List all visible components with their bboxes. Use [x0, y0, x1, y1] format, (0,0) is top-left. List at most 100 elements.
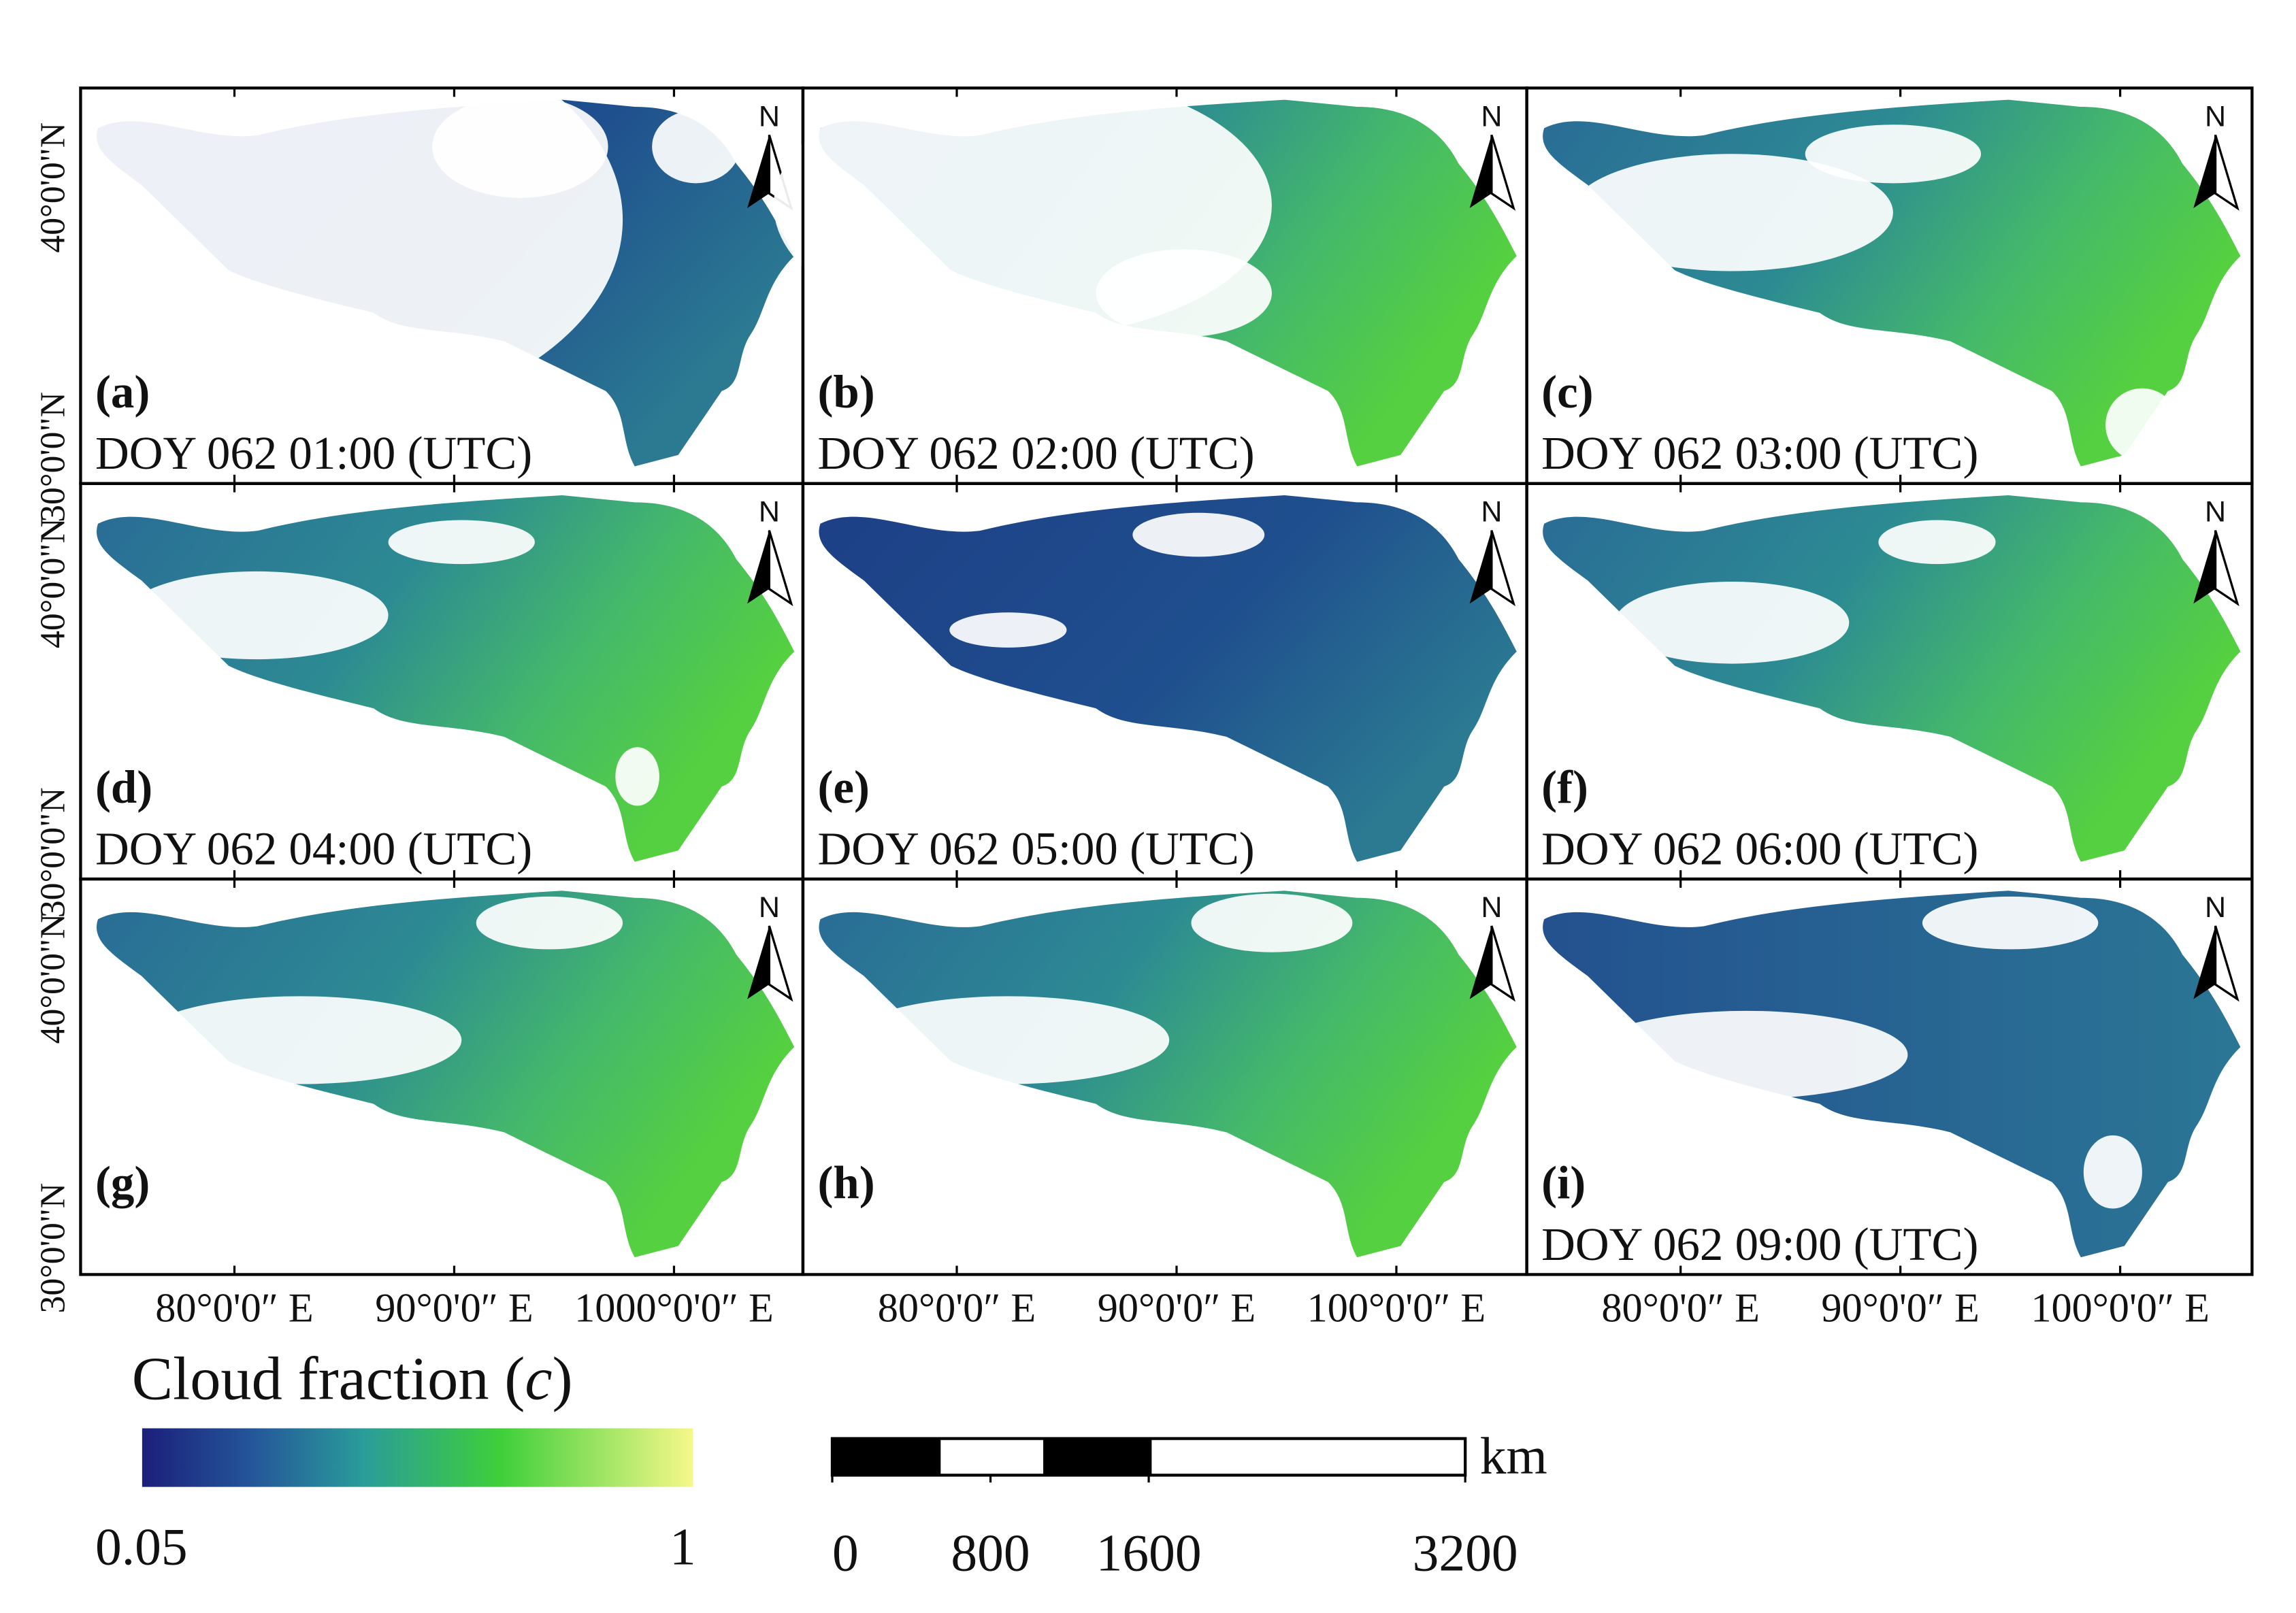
panel-label: (b): [817, 366, 874, 418]
clear-area: [615, 747, 659, 806]
north-arrow: [747, 925, 770, 999]
clear-area: [1614, 581, 1850, 664]
clear-area: [139, 996, 462, 1084]
map-panel: N (e) DOY 062 05:00 (UTC): [801, 482, 1528, 881]
north-arrow: [1469, 530, 1492, 604]
north-arrow: [1490, 134, 1516, 211]
scale-bar-segment: [832, 1438, 941, 1476]
north-arrow: [768, 925, 793, 1002]
map-panel: N (a) DOY 062 01:00 (UTC): [0, 14, 805, 485]
latitude-label: 30°0'0"N: [34, 392, 73, 522]
panel-time: DOY 062 03:00 (UTC): [1541, 427, 1978, 479]
north-arrow: [2214, 925, 2240, 1002]
north-label: N: [2205, 891, 2226, 924]
clear-area: [476, 896, 623, 950]
longitude-label: 1000°0'0″ E: [574, 1285, 774, 1331]
plateau-map: [819, 495, 1517, 862]
longitude-label: 90°0'0″ E: [1821, 1285, 1979, 1331]
north-arrow: [747, 530, 770, 604]
clear-area: [2083, 1135, 2142, 1209]
north-arrow: [1490, 925, 1516, 1002]
longitude-label: 100°0'0″ E: [2031, 1285, 2210, 1331]
clear-area: [388, 520, 535, 565]
panel-label: (g): [95, 1157, 150, 1208]
north-label: N: [2205, 100, 2226, 133]
longitude-label: 80°0'0″ E: [155, 1285, 313, 1331]
clear-area: [2105, 388, 2179, 462]
panel-time: DOY 062 04:00 (UTC): [95, 823, 532, 875]
longitude-label: 90°0'0″ E: [375, 1285, 533, 1331]
plateau-map: [96, 891, 795, 1258]
panel-time: DOY 062 09:00 (UTC): [1541, 1218, 1978, 1270]
north-arrow: [768, 530, 793, 607]
clear-area: [1571, 154, 1893, 271]
north-label: N: [1481, 100, 1502, 133]
scale-tick-label: 800: [951, 1523, 1030, 1582]
longitude-label: 100°0'0″ E: [1307, 1285, 1486, 1331]
scale-tick-label: 1600: [1096, 1523, 1202, 1582]
north-arrow: [2193, 925, 2216, 999]
colorbar-title: Cloud fraction (c): [132, 1344, 573, 1412]
latitude-label: 30°0'0"N: [34, 787, 73, 918]
map-panel: N (g): [79, 877, 805, 1276]
north-label: N: [1481, 891, 1502, 924]
panel-time: DOY 062 02:00 (UTC): [817, 427, 1254, 479]
panel-time: DOY 062 06:00 (UTC): [1541, 823, 1978, 875]
north-arrow: [747, 135, 770, 208]
clear-area: [949, 612, 1067, 648]
map-panel: N (c) DOY 062 03:00 (UTC): [1525, 86, 2254, 485]
colorbar-max: 1: [670, 1518, 696, 1576]
colorbar-min: 0.05: [95, 1518, 188, 1576]
clear-area: [1922, 896, 2099, 950]
north-label: N: [1481, 496, 1502, 529]
scale-bar-segment: [1043, 1438, 1152, 1476]
north-arrow: [2214, 134, 2240, 211]
scale-tick-label: 3200: [1413, 1523, 1518, 1582]
north-label: N: [759, 891, 780, 924]
panel-label: (c): [1541, 366, 1593, 418]
latitude-label: 40°0'0"N: [34, 518, 73, 648]
north-arrow: [1490, 530, 1516, 607]
latitude-label: 40°0'0"N: [34, 914, 73, 1044]
north-label: N: [2205, 496, 2226, 529]
panel-label: (h): [817, 1157, 874, 1208]
clear-area: [125, 571, 389, 660]
plateau-map: [1543, 891, 2241, 1258]
longitude-label: 80°0'0″ E: [878, 1285, 1036, 1331]
latitude-label: 40°0'0"N: [34, 122, 73, 253]
panel-label: (e): [817, 761, 869, 813]
longitude-label: 90°0'0″ E: [1098, 1285, 1256, 1331]
panel-label: (a): [95, 366, 150, 418]
north-label: N: [759, 496, 780, 529]
map-panel: N (i) DOY 062 09:00 (UTC): [1525, 877, 2254, 1276]
plateau-map: [819, 891, 1517, 1258]
map-panel: N (d) DOY 062 04:00 (UTC): [79, 482, 805, 881]
scale-tick-label: 0: [832, 1523, 859, 1582]
clear-area: [1878, 520, 1996, 565]
clear-area: [432, 95, 608, 198]
north-arrow: [2214, 530, 2240, 607]
clear-area: [847, 996, 1170, 1084]
north-arrow: [2193, 135, 2216, 208]
longitude-label: 80°0'0″ E: [1601, 1285, 1759, 1331]
clear-area: [0, 14, 623, 425]
panel-label: (f): [1541, 761, 1588, 813]
panel-time: DOY 062 05:00 (UTC): [817, 823, 1254, 875]
map-panel: N (b) DOY 062 02:00 (UTC): [773, 73, 1528, 485]
clear-area: [1096, 249, 1272, 337]
panel-time: DOY 062 01:00 (UTC): [95, 427, 532, 479]
panel-label: (d): [95, 761, 152, 813]
panel-label: (i): [1541, 1157, 1586, 1208]
scale-unit: km: [1480, 1427, 1547, 1485]
latitude-label: 30°0'0"N: [34, 1183, 73, 1314]
north-arrow: [2193, 530, 2216, 604]
map-panel: N (f) DOY 062 06:00 (UTC): [1525, 482, 2254, 881]
north-arrow: [1469, 925, 1492, 999]
clear-area: [1585, 1010, 1908, 1099]
clear-area: [1805, 124, 1982, 184]
colorbar: [142, 1428, 693, 1487]
map-panel: N (h): [801, 877, 1528, 1276]
north-label: N: [759, 100, 780, 133]
clear-area: [1191, 893, 1353, 952]
